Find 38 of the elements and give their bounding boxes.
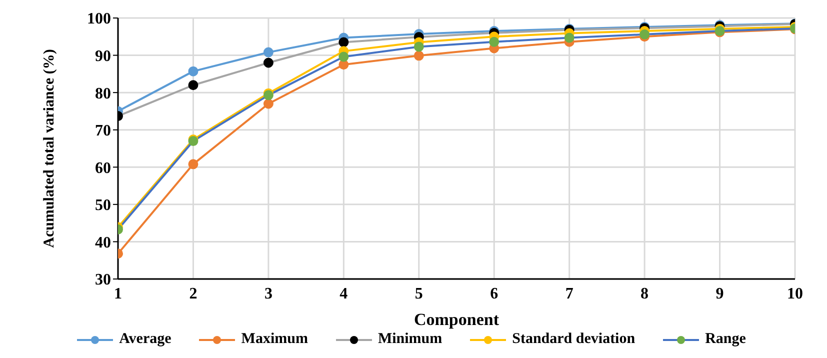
y-axis-title: Acumulated total variance (%): [41, 49, 58, 248]
x-tick-label: 1: [114, 285, 122, 302]
y-tick-label: 70: [95, 122, 111, 140]
point: [263, 47, 274, 58]
legend-label: Range: [705, 331, 746, 348]
point: [188, 66, 198, 76]
point: [640, 29, 650, 40]
y-tick-label: 30: [95, 272, 111, 289]
legend-label: Maximum: [241, 331, 308, 348]
legend-label: Minimum: [378, 331, 442, 348]
x-tick-label: 7: [565, 285, 574, 302]
y-tick-label: 80: [95, 85, 111, 102]
x-tick-label: 5: [414, 285, 423, 302]
y-tick-label: 40: [95, 234, 111, 252]
point: [263, 98, 274, 109]
point: [188, 159, 198, 170]
x-axis-title: Component: [414, 310, 500, 329]
point: [489, 36, 500, 47]
point: [414, 50, 424, 61]
x-tick-label: 9: [716, 285, 724, 302]
y-tick-label: 100: [87, 10, 111, 28]
x-tick-label: 8: [640, 285, 649, 302]
y-tick-label: 60: [95, 160, 111, 177]
x-tick-label: 10: [787, 285, 803, 302]
point: [263, 58, 274, 68]
x-tick-label: 3: [264, 285, 272, 302]
x-tick-label: 2: [189, 285, 198, 302]
x-tick-label: 6: [490, 285, 498, 302]
point: [338, 52, 349, 62]
legend-label: Average: [119, 331, 172, 348]
legend-label: Standard deviation: [512, 331, 636, 348]
point: [564, 32, 574, 43]
point: [188, 80, 198, 90]
x-tick-label: 4: [340, 285, 348, 302]
y-tick-label: 90: [95, 48, 111, 65]
point: [338, 37, 349, 48]
point: [414, 42, 424, 52]
y-tick-label: 50: [95, 197, 111, 214]
